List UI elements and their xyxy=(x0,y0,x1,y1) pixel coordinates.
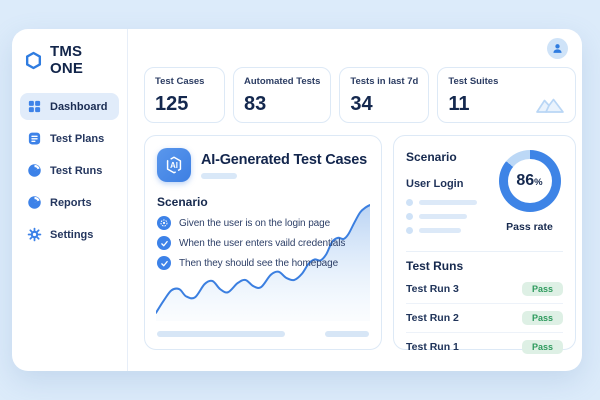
topbar xyxy=(144,29,576,67)
check-dot-icon xyxy=(406,199,413,206)
gear-icon xyxy=(27,227,42,242)
content-row: AI AI-Generated Test Cases Scenario xyxy=(144,135,576,354)
skeleton-bar xyxy=(325,331,369,337)
step-text: When the user enters vaild credentials xyxy=(179,237,346,249)
avatar[interactable] xyxy=(547,37,568,59)
pass-rate-block: 86 % Pass rate xyxy=(496,148,563,241)
pass-rate-donut: 86 % xyxy=(498,150,561,212)
scenario-step: When the user enters vaild credentials xyxy=(157,236,369,250)
scenario-step: Given the user is on the login page xyxy=(157,216,369,230)
stat-value: 125 xyxy=(155,93,189,115)
sidebar-item-label: Dashboard xyxy=(50,100,108,113)
sidebar-item-label: Test Plans xyxy=(50,132,105,145)
trend-area-chart xyxy=(156,203,370,321)
pass-rate-caption: Pass rate xyxy=(506,221,553,233)
step-text: Given the user is on the login page xyxy=(179,217,331,229)
stat-card-test-suites: Test Suites 11 xyxy=(437,67,576,123)
stat-label: Test Cases xyxy=(155,76,205,87)
ai-badge-icon: AI xyxy=(157,148,191,182)
user-icon xyxy=(553,43,562,53)
test-runs-heading: Test Runs xyxy=(406,259,464,273)
check-dot-icon xyxy=(406,227,413,234)
target-icon xyxy=(157,216,171,230)
check-dot-icon xyxy=(406,213,413,220)
scenario-summary-card: Scenario User Login 86 % xyxy=(393,135,576,354)
stat-label: Automated Tests xyxy=(244,76,321,87)
sidebar-item-test-plans[interactable]: Test Plans xyxy=(20,125,119,152)
test-run-row[interactable]: Test Run 2 Pass xyxy=(406,304,563,333)
scenario-details: Scenario User Login xyxy=(406,148,490,241)
mountains-icon xyxy=(536,98,564,113)
card-header: AI AI-Generated Test Cases xyxy=(157,148,369,182)
test-run-row[interactable]: Test Run 1 Pass xyxy=(406,333,563,361)
stat-label: Test Suites xyxy=(448,76,499,87)
skeleton-row xyxy=(406,227,490,234)
status-badge: Pass xyxy=(521,282,563,296)
stat-value: 34 xyxy=(350,93,373,115)
hexagon-logo-icon xyxy=(25,51,42,69)
grid-icon xyxy=(28,100,41,113)
sidebar-item-label: Settings xyxy=(50,228,94,241)
stat-value: 11 xyxy=(448,93,470,115)
test-run-row[interactable]: Test Run 3 Pass xyxy=(406,275,563,304)
sidebar-item-label: Test Runs xyxy=(50,164,103,177)
sidebar-item-reports[interactable]: Reports xyxy=(20,189,119,216)
svg-text:AI: AI xyxy=(170,161,178,170)
footer-skeletons xyxy=(157,331,369,337)
scenario-name: User Login xyxy=(406,178,464,190)
stats-row: Test Cases 125 Automated Tests 83 Tests … xyxy=(144,67,576,123)
skeleton-bar xyxy=(419,214,467,219)
ai-test-cases-card: AI AI-Generated Test Cases Scenario xyxy=(144,135,382,350)
brand-name: TMS ONE xyxy=(50,43,84,77)
step-text: Then they should see the homepage xyxy=(179,257,339,269)
status-badge: Pass xyxy=(521,340,563,354)
test-run-name: Test Run 3 xyxy=(406,283,459,295)
donut-center: 86 % xyxy=(507,159,552,203)
skeleton-bar xyxy=(419,200,477,205)
pie-progress-icon xyxy=(28,164,41,177)
skeleton-row xyxy=(406,213,490,220)
brand: TMS ONE xyxy=(20,41,119,93)
card-title: AI-Generated Test Cases xyxy=(201,151,367,168)
stat-card-automated-tests: Automated Tests 83 xyxy=(233,67,332,123)
scenario-step: Then they should see the homepage xyxy=(157,256,369,270)
sidebar-item-label: Reports xyxy=(50,196,92,209)
stat-card-test-cases: Test Cases 125 xyxy=(144,67,225,123)
pie-progress-icon xyxy=(28,196,41,209)
pass-rate-value: 86 xyxy=(516,172,535,189)
status-badge: Pass xyxy=(521,311,563,325)
sidebar-item-settings[interactable]: Settings xyxy=(20,221,119,248)
sidebar-item-test-runs[interactable]: Test Runs xyxy=(20,157,119,184)
title-skeleton-bar xyxy=(201,172,237,179)
document-icon xyxy=(28,132,41,145)
main-content: Test Cases 125 Automated Tests 83 Tests … xyxy=(128,29,582,371)
check-icon xyxy=(157,256,171,270)
test-run-name: Test Run 1 xyxy=(406,341,459,353)
stat-value: 83 xyxy=(244,93,267,115)
scenario-heading: Scenario xyxy=(157,195,208,209)
check-icon xyxy=(157,236,171,250)
scenario-heading: Scenario xyxy=(406,150,457,164)
skeleton-bar xyxy=(157,331,285,337)
scenario-summary-top: Scenario User Login 86 % xyxy=(406,148,563,241)
stat-label: Tests in last 7d xyxy=(350,76,419,87)
sidebar: TMS ONE Dashboard Test P xyxy=(12,29,128,371)
test-run-name: Test Run 2 xyxy=(406,312,459,324)
title-wrap: AI-Generated Test Cases xyxy=(201,152,367,179)
skeleton-bar xyxy=(419,228,461,233)
sidebar-item-dashboard[interactable]: Dashboard xyxy=(20,93,119,120)
divider xyxy=(406,251,563,252)
stat-card-tests-last-7d: Tests in last 7d 34 xyxy=(339,67,430,123)
pass-rate-unit: % xyxy=(534,177,543,188)
app-window: TMS ONE Dashboard Test P xyxy=(12,29,582,371)
skeleton-row xyxy=(406,199,490,206)
